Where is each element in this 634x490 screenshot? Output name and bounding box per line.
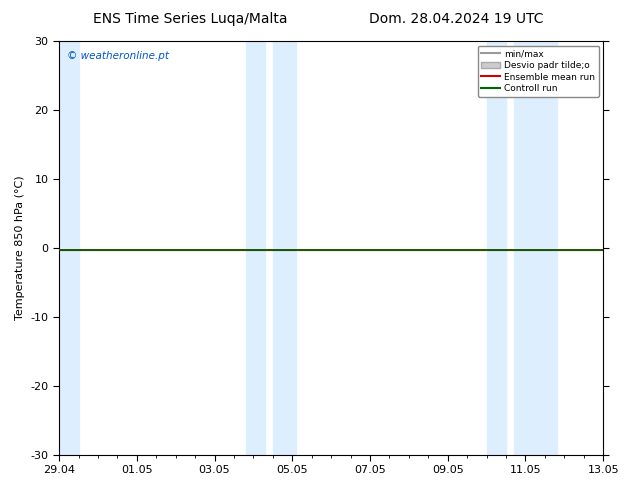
Bar [273,41,296,455]
Bar [487,41,506,455]
Legend: min/max, Desvio padr tilde;o, Ensemble mean run, Controll run: min/max, Desvio padr tilde;o, Ensemble m… [478,46,598,97]
Y-axis label: Temperature 850 hPa (°C): Temperature 850 hPa (°C) [15,175,25,320]
Text: Dom. 28.04.2024 19 UTC: Dom. 28.04.2024 19 UTC [369,12,544,26]
Bar [514,41,557,455]
Text: © weatheronline.pt: © weatheronline.pt [67,51,169,61]
Bar [55,41,79,455]
Bar [245,41,265,455]
Text: ENS Time Series Luqa/Malta: ENS Time Series Luqa/Malta [93,12,287,26]
